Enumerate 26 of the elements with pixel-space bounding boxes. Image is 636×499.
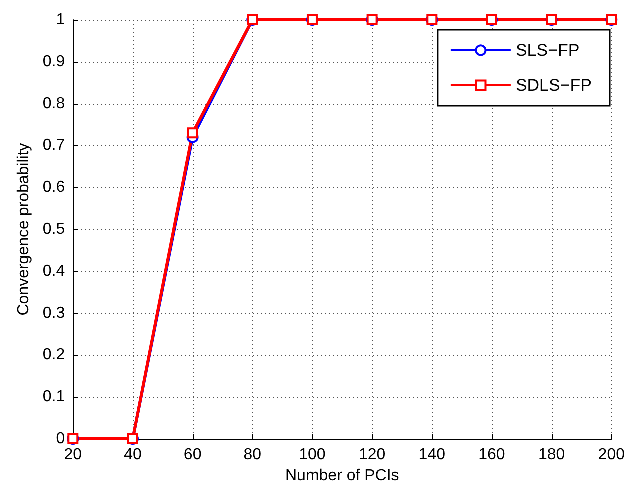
y-tick-label: 0.8 [42,95,66,112]
x-tick-label: 140 [418,446,446,464]
point [187,128,198,139]
legend-label: SLS−FP [516,41,580,60]
y-tick-label: 0.2 [42,346,66,364]
legend-label: SDLS−FP [516,76,592,95]
y-tick-label: 0.3 [42,304,66,322]
x-tick-label: 200 [598,446,626,464]
x-tick-label: 100 [299,446,326,464]
y-tick-label: 0 [56,430,66,448]
x-tick-label: 180 [538,446,566,464]
y-tick-label: 0.6 [42,179,66,196]
x-tick-label: 60 [184,446,202,464]
y-tick-label: 0.7 [42,137,66,154]
x-axis-title: Number of PCIs [285,467,400,484]
x-tick-label: 40 [124,446,142,464]
y-tick-label: 0.1 [42,388,66,406]
y-tick-label: 0.5 [42,221,66,238]
y-tick-label: 0.4 [42,262,66,280]
x-tick-label: 20 [64,446,82,464]
y-axis-title: Convergence probability [16,143,32,316]
x-tick-label: 120 [358,446,386,464]
y-tick-label: 1 [56,12,66,28]
y-tick-label: 0.9 [42,53,66,70]
x-tick-label: 160 [478,446,506,464]
x-tick-label: 80 [244,446,262,464]
